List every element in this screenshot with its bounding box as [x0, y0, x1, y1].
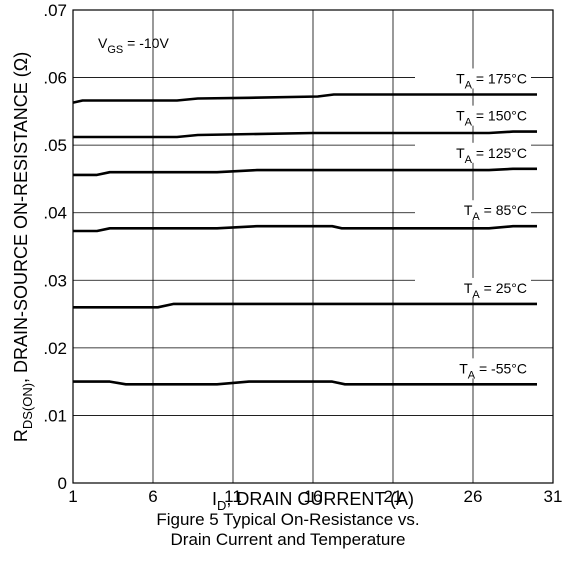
x-tick-label: 26 [464, 487, 483, 506]
x-tick-label: 11 [224, 487, 242, 506]
y-tick-label: .07 [43, 1, 67, 20]
y-tick-label: .03 [43, 271, 67, 290]
x-tick-label: 6 [148, 487, 157, 506]
y-tick-label: .04 [43, 204, 67, 223]
series-line-2 [73, 167, 537, 177]
x-tick-label: 31 [544, 487, 563, 506]
x-tick-label: 16 [304, 487, 323, 506]
series-label-bg [415, 142, 531, 163]
series-line-5 [73, 380, 537, 386]
figure-caption: Figure 5 Typical On-Resistance vs. Drain… [0, 510, 576, 550]
series-line-4 [73, 302, 537, 309]
series-label-4: TA = 25°C [464, 280, 527, 301]
caption-line-1: Figure 5 Typical On-Resistance vs. [156, 510, 420, 529]
series-labels: TA = 175°C TA = 150°C TA = 125°C TA = 85°C T… [415, 68, 531, 381]
y-tick-label: .02 [43, 339, 67, 358]
y-axis-ticks: 0 .01 .02 .03 .04 .05 .06 .07 [43, 1, 67, 493]
chart-svg: 0.01.02.03.04.05.06.07 1 6 11 16 21 26 31 TA =… [11, 1, 562, 510]
plot-frame [72, 9, 554, 484]
series-label-0: TA = 175°C [456, 70, 527, 91]
series-group [72, 93, 537, 386]
series-label-bg [415, 68, 531, 89]
caption-line-2: Drain Current and Temperature [170, 530, 406, 549]
x-axis-ticks: 1 6 11 16 21 26 31 [68, 487, 562, 506]
vgs-annotation: VGS = -10V [98, 35, 169, 56]
y-tick-label: .06 [43, 69, 67, 88]
series-label-bg [415, 277, 531, 298]
series-label-3: TA = 85°C [464, 202, 527, 223]
series-label-bg [415, 105, 531, 126]
series-label-5: TA = -55°C [459, 360, 527, 381]
series-line-0 [72, 93, 537, 104]
y-axis-label: RDS(ON), DRAIN-SOURCE ON-RESISTANCE (Ω) [11, 52, 35, 442]
y-tick-label: .05 [43, 136, 67, 155]
series-label-2: TA = 125°C [456, 145, 527, 166]
series-label-bg [415, 358, 531, 379]
series-line-1 [73, 130, 537, 139]
series-label-bg [415, 200, 531, 221]
y-tick-label: .01 [43, 406, 67, 425]
series-line-3 [73, 224, 537, 233]
series-label-1: TA = 150°C [456, 108, 527, 129]
x-axis-label: ID, DRAIN CURRENT (A) [212, 489, 414, 510]
y-tick-label: 0 [58, 474, 67, 493]
grid [73, 10, 553, 483]
x-tick-label: 21 [384, 487, 403, 506]
x-tick-label: 1 [68, 487, 77, 506]
